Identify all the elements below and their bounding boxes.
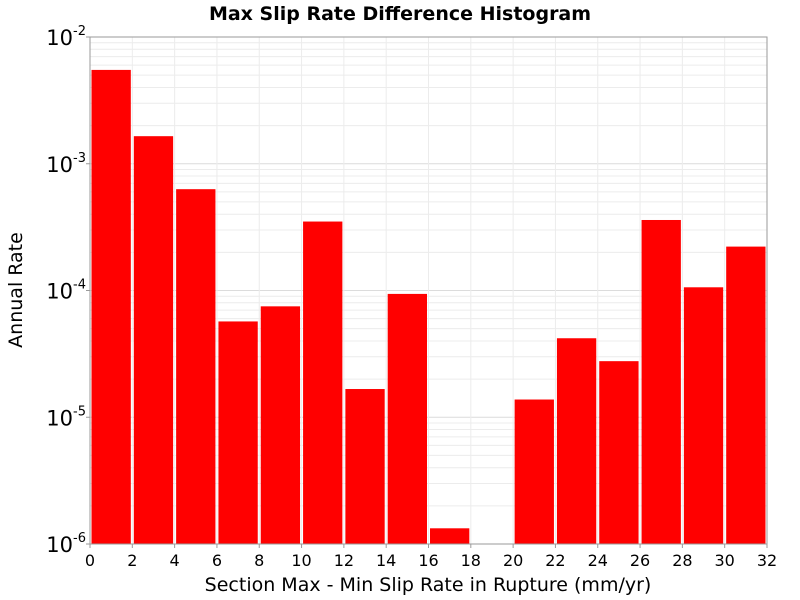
histogram-bar [726,246,766,544]
histogram-bar [91,69,131,544]
histogram-bar [683,287,724,544]
x-tick-label: 16 [418,551,438,570]
bars-group [91,69,766,545]
x-tick-label: 6 [212,551,222,570]
x-tick-label: 8 [254,551,264,570]
histogram-bar [218,321,258,544]
y-tick-label: 10-2 [46,24,86,50]
y-tick-label: 10-4 [46,278,86,304]
y-axis-label: Annual Rate [5,232,27,348]
y-axis-ticks: 10-6 10-5 10-4 10-3 10-2 [46,24,90,557]
y-tick-label: 10-3 [46,151,86,177]
histogram-bar [176,189,216,544]
histogram-bar [430,528,470,544]
x-axis-ticks: 0 2 4 6 8 10 12 14 16 18 20 22 24 26 28 30 32 [85,544,777,570]
histogram-bar [556,338,597,544]
x-tick-label: 30 [715,551,735,570]
histogram-bar [599,361,639,544]
histogram-bar [260,306,301,544]
x-tick-label: 10 [291,551,311,570]
x-tick-label: 20 [503,551,523,570]
x-tick-label: 22 [545,551,565,570]
x-tick-label: 18 [461,551,481,570]
x-tick-label: 26 [630,551,650,570]
histogram-bar [641,219,681,545]
x-tick-label: 2 [127,551,137,570]
histogram-bar [133,136,174,545]
x-tick-label: 4 [170,551,180,570]
x-axis-label: Section Max - Min Slip Rate in Rupture (… [205,574,652,596]
histogram-bar [387,293,427,544]
x-tick-label: 28 [672,551,692,570]
chart-title: Max Slip Rate Difference Histogram [209,3,591,25]
histogram-bar [514,399,554,544]
x-tick-label: 24 [588,551,608,570]
y-tick-label: 10-6 [46,531,86,557]
histogram-bar [345,389,385,544]
y-tick-label: 10-5 [46,404,86,430]
x-tick-label: 12 [334,551,354,570]
histogram-bar [303,221,343,544]
x-tick-label: 14 [376,551,396,570]
x-tick-label: 0 [85,551,95,570]
x-tick-label: 32 [757,551,777,570]
